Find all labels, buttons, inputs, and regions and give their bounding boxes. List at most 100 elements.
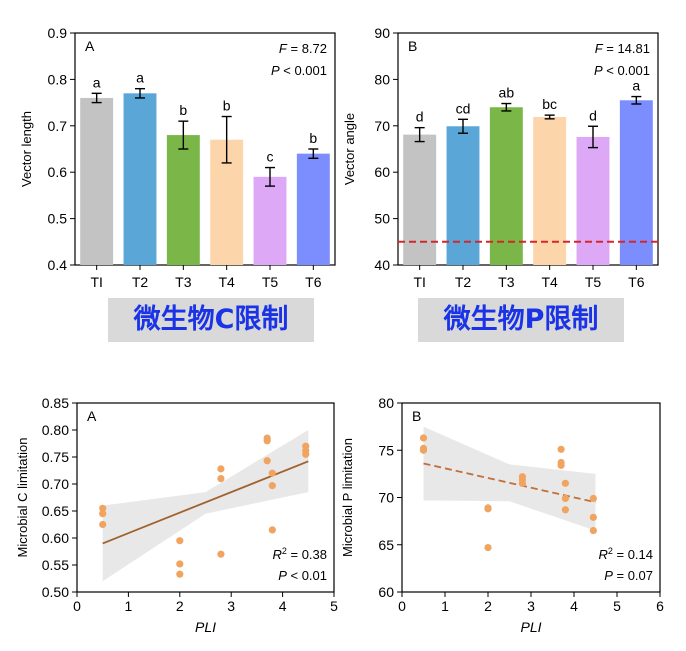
chart-bar-vector-angle: 40 50 60 70 80 90 Vector angle Bd TI cd T2 ab T3 bc T4… <box>342 25 659 290</box>
x-tick-label: 3 <box>527 598 535 614</box>
y-tick-label: 0.80 <box>42 422 69 438</box>
bar-T2 <box>123 93 157 265</box>
data-point <box>263 434 271 442</box>
y-tick-label: 80 <box>374 71 390 87</box>
plot-frame <box>397 32 659 266</box>
bar-TI <box>80 97 114 266</box>
x-tick-label: T3 <box>498 274 515 290</box>
data-point <box>419 444 428 452</box>
y-axis-label: Microbial P limitation <box>340 438 355 557</box>
panel-letter: A <box>87 408 97 424</box>
panel-letter: B <box>408 38 417 54</box>
x-tick-label: T6 <box>628 274 645 290</box>
y-tick-label: 0.50 <box>42 584 69 600</box>
f-statistic: F = 8.72 <box>279 41 327 56</box>
data-point <box>561 506 570 514</box>
banner-microbial-p-limitation: 微生物P限制 <box>418 298 624 342</box>
significance-letter: d <box>416 109 424 125</box>
data-point <box>302 442 310 450</box>
y-tick-label: 50 <box>374 211 390 227</box>
x-tick-label: T5 <box>585 274 602 290</box>
bar-T6 <box>619 100 653 265</box>
significance-letter: b <box>223 98 231 114</box>
y-tick-label: 0.65 <box>42 503 69 519</box>
chart-scatter-p-limitation: 60 65 70 75 80 Microbial P limitation B 0 1 2 3 4 5 6… <box>340 395 664 635</box>
p-value: P < 0.001 <box>271 63 327 78</box>
y-tick-label: 0.8 <box>48 71 68 87</box>
significance-letter: a <box>136 70 144 86</box>
bar-T2 <box>446 126 480 265</box>
p-value: P < 0.001 <box>594 63 650 78</box>
x-axis-label: PLI <box>520 619 541 635</box>
significance-letter: d <box>589 107 597 123</box>
data-point <box>217 465 225 473</box>
bar-T5 <box>576 136 610 265</box>
plot-frame <box>76 402 335 593</box>
bar-T4 <box>533 116 567 265</box>
x-tick-label: 2 <box>176 598 184 614</box>
significance-letter: c <box>267 149 274 165</box>
panel-letter: A <box>85 38 95 54</box>
p-value: P = 0.07 <box>604 568 653 583</box>
x-tick-label: 0 <box>73 598 81 614</box>
significance-letter: a <box>632 78 640 94</box>
x-tick-label: 0 <box>398 598 406 614</box>
significance-letter: b <box>309 130 317 146</box>
x-tick-label: 1 <box>125 598 133 614</box>
y-tick-label: 0.9 <box>48 25 68 41</box>
panel-letter: B <box>412 408 421 424</box>
data-point <box>263 457 271 465</box>
data-point <box>557 445 565 453</box>
significance-letter: cd <box>456 100 471 116</box>
y-tick-label: 40 <box>374 257 390 273</box>
confidence-band <box>423 426 596 531</box>
x-tick-label: 4 <box>279 598 287 614</box>
data-point <box>217 550 225 558</box>
y-tick-label: 0.7 <box>48 118 68 134</box>
chart-scatter-c-limitation: 0.50 0.55 0.60 0.65 0.70 0.75 0.80 0.85 Microbia… <box>15 395 338 635</box>
bar-T3 <box>166 135 200 265</box>
significance-letter: a <box>93 74 101 90</box>
y-tick-label: 65 <box>378 537 394 553</box>
x-tick-label: 4 <box>570 598 578 614</box>
y-tick-label: 70 <box>374 118 390 134</box>
y-tick-label: 0.85 <box>42 395 69 411</box>
f-statistic: F = 14.81 <box>595 41 650 56</box>
x-tick-label: 5 <box>613 598 621 614</box>
plot-frame <box>74 32 336 266</box>
data-point <box>176 570 184 578</box>
y-tick-label: 60 <box>374 164 390 180</box>
x-tick-label: 5 <box>330 598 338 614</box>
p-value: P < 0.01 <box>278 568 327 583</box>
y-tick-label: 0.55 <box>42 557 69 573</box>
data-point <box>176 560 184 568</box>
confidence-band <box>102 430 309 582</box>
y-tick-label: 0.60 <box>42 530 69 546</box>
x-tick-label: T4 <box>541 274 558 290</box>
data-point <box>557 458 565 467</box>
data-point <box>484 504 492 512</box>
y-axis-label: Vector angle <box>342 113 357 185</box>
x-tick-label: T2 <box>455 274 472 290</box>
x-tick-label: TI <box>413 274 425 290</box>
y-tick-label: 0.75 <box>42 449 69 465</box>
bar-TI <box>403 134 437 265</box>
data-point <box>217 475 225 483</box>
data-point <box>589 494 597 503</box>
significance-letter: b <box>179 102 187 118</box>
chart-bar-vector-length: 0.4 0.5 0.6 0.7 0.8 0.9 Vector length Aa TI a T2 b T… <box>19 25 336 290</box>
y-axis-label: Vector length <box>19 111 34 187</box>
data-point <box>561 494 570 503</box>
banner-microbial-c-limitation: 微生物C限制 <box>108 298 314 342</box>
x-axis-label: PLI <box>195 619 216 635</box>
y-tick-label: 0.70 <box>42 476 69 492</box>
data-point <box>561 479 570 487</box>
y-tick-label: 70 <box>378 490 394 506</box>
x-tick-label: 2 <box>484 598 492 614</box>
data-point <box>419 434 428 442</box>
data-point <box>268 526 276 534</box>
x-tick-label: T2 <box>132 274 149 290</box>
r-squared: R2 = 0.14 <box>598 546 653 562</box>
x-tick-label: T3 <box>175 274 192 290</box>
